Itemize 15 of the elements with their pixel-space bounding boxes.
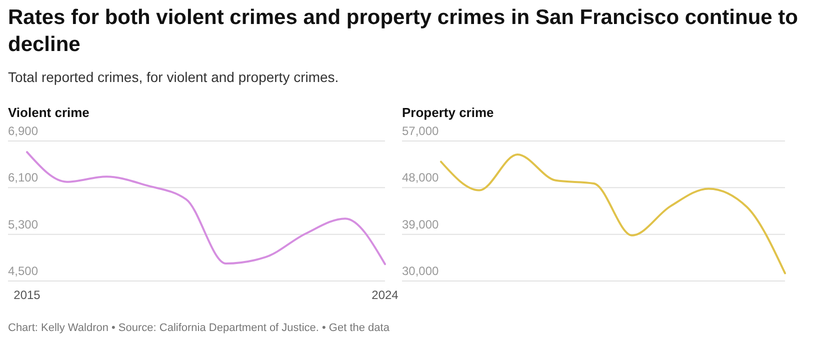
y-tick-label: 48,000 <box>402 170 440 185</box>
y-tick-label: 6,100 <box>8 170 38 185</box>
text: Rates for both violent crimes and property crimes in San Francisco continue to decline <box>8 6 798 56</box>
text: Total reported crimes, for violent and property crimes. <box>8 69 339 85</box>
y-tick-label: 30,000 <box>402 264 440 278</box>
y-tick-label: 5,300 <box>8 217 38 232</box>
x-tick-label: 2024 <box>372 288 399 302</box>
chart-title: Property crime <box>402 105 494 120</box>
y-tick-label: 39,000 <box>402 217 440 232</box>
x-tick-label: 2015 <box>14 288 41 302</box>
text: Chart: Kelly Waldron • Source: California Department of Justice. • Get the data <box>8 322 390 334</box>
y-tick-label: 4,500 <box>8 264 38 278</box>
y-tick-label: 57,000 <box>402 124 440 138</box>
y-tick-label: 6,900 <box>8 124 38 138</box>
chart-title: Violent crime <box>8 105 90 120</box>
